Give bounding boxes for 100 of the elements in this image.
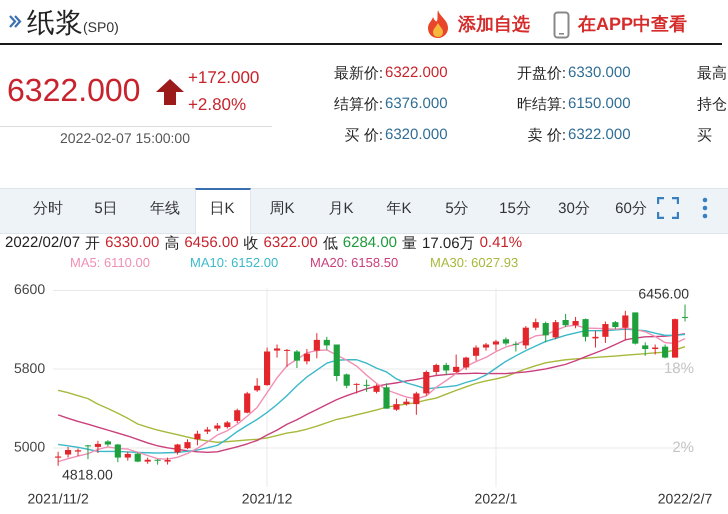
candlestick: [324, 336, 330, 350]
y2-tick-label: 18%: [664, 360, 694, 378]
candlestick: [354, 382, 360, 394]
candlestick: [383, 382, 390, 410]
candlestick: [294, 350, 300, 369]
candlestick: [134, 452, 141, 463]
candlestick: [244, 391, 250, 414]
chart-title: 纸浆(SP0): [27, 7, 119, 38]
text: 2022-02-07 15:00:00: [60, 130, 190, 146]
text: 6376.000: [385, 95, 448, 112]
text: 量: [402, 234, 418, 253]
candlestick: [314, 332, 320, 359]
annotation: 4818.00: [62, 466, 113, 483]
candlestick: [602, 321, 609, 344]
text: 30分: [558, 199, 590, 218]
x-tick-label: 2022/1: [474, 490, 518, 506]
text: MA30: 6027.93: [430, 255, 520, 270]
text: +2.80%: [188, 95, 246, 115]
candlestick: [393, 398, 400, 412]
text: 6322.00: [264, 234, 318, 253]
candlestick: [662, 344, 668, 359]
text: 6456.00: [184, 234, 239, 253]
x-tick-label: 2022/2/7: [658, 490, 712, 506]
candlestick: [682, 304, 688, 322]
candlestick: [433, 363, 440, 376]
candlestick: [174, 443, 181, 456]
text: 收: [244, 234, 259, 253]
text: 月K: [328, 199, 354, 218]
text: 年K: [386, 199, 412, 218]
text: MA20: 6158.50: [310, 255, 400, 270]
candlestick: [304, 348, 310, 365]
candlestick: [413, 391, 420, 416]
candlestick: [124, 450, 131, 462]
candlestick: [463, 356, 470, 370]
text: 6322.000: [385, 64, 448, 81]
text: 高: [164, 234, 180, 253]
candlestick: [364, 379, 370, 392]
y-tick-label: 5000: [14, 438, 46, 455]
candlestick: [642, 342, 648, 356]
candlestick: [443, 362, 450, 376]
y-tick-label: 5800: [14, 360, 46, 376]
text: 在APP中查看: [578, 13, 688, 36]
candlestick: [274, 344, 280, 358]
text: 持仓: [697, 95, 727, 114]
text: MA10: 6152.00: [190, 255, 280, 270]
text: 卖 价:: [528, 126, 566, 145]
text: +172.000: [188, 68, 260, 88]
text: 昨结算:: [516, 95, 566, 114]
text: 6284.00: [342, 234, 398, 253]
text: 6330.00: [105, 234, 160, 253]
text: 最新价:: [334, 64, 383, 83]
x-tick-label: 2021/11/2: [27, 490, 89, 506]
text: 开: [85, 234, 100, 253]
candlestick: [184, 438, 191, 450]
text: MA5: 6110.00: [70, 255, 151, 270]
candlestick: [512, 340, 519, 352]
candlestick: [373, 384, 380, 394]
candlestick: [64, 446, 72, 458]
candlestick: [194, 430, 201, 446]
text: 6322.000: [568, 126, 631, 143]
text: 17.06万: [422, 234, 475, 253]
text: 买 价:: [344, 126, 383, 145]
candlestick: [542, 321, 549, 343]
candlestick: [453, 354, 460, 374]
x-tick-label: 2021/12: [242, 490, 293, 506]
text: 0.41%: [480, 234, 522, 253]
candlestick: [582, 318, 589, 342]
text: 周K: [269, 199, 295, 218]
text: 60分: [615, 199, 647, 218]
text: 6330.000: [568, 64, 631, 81]
candlestick: [552, 319, 559, 340]
candlestick: [572, 316, 579, 329]
text: 添加自选: [458, 13, 530, 36]
text: 6322.000: [7, 72, 140, 109]
candlestick: [472, 344, 480, 362]
y-tick-label: 6600: [14, 281, 46, 298]
text: 6150.000: [568, 95, 631, 112]
text: 买: [697, 126, 712, 145]
text: 开盘价:: [516, 64, 566, 83]
candlestick: [423, 370, 430, 396]
candlestick: [234, 408, 240, 424]
candlestick: [562, 313, 569, 328]
candlestick: [84, 444, 92, 460]
y2-tick-label: 2%: [672, 438, 694, 456]
candlestick: [522, 326, 529, 350]
candlestick: [592, 330, 599, 348]
candlestick: [114, 443, 121, 463]
text: 分时: [33, 199, 63, 218]
candlestick: [344, 373, 350, 389]
candlestick: [254, 378, 260, 392]
text: 6320.000: [385, 126, 448, 143]
text: 低: [322, 234, 338, 253]
text: 2022/02/07: [5, 234, 80, 253]
text: 最高: [697, 64, 727, 83]
candlestick: [94, 440, 102, 454]
candlestick: [492, 339, 500, 352]
text: 结算价:: [334, 95, 383, 114]
candlestick: [652, 344, 658, 356]
annotation: 6456.00: [638, 285, 690, 302]
candlestick: [284, 348, 290, 368]
